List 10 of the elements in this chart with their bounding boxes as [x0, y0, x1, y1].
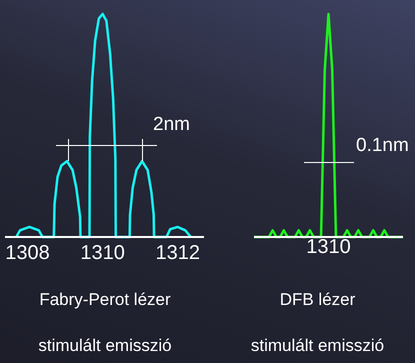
text: stimulált emisszió	[37, 336, 173, 356]
x-axis-title: Fabry-Perot lézer	[38, 290, 172, 310]
x-tick-label: 1308	[5, 242, 50, 264]
text: stimulált emisszió	[250, 336, 386, 356]
axis-caption: 1310	[305, 236, 352, 259]
annotation: 0.1nm	[356, 135, 409, 157]
x-tick-label: 1312	[155, 242, 200, 264]
x-axis-title: DFB lézer	[278, 290, 356, 310]
x-tick-label: 1310	[80, 242, 125, 264]
annotation: 2nm	[153, 114, 190, 136]
